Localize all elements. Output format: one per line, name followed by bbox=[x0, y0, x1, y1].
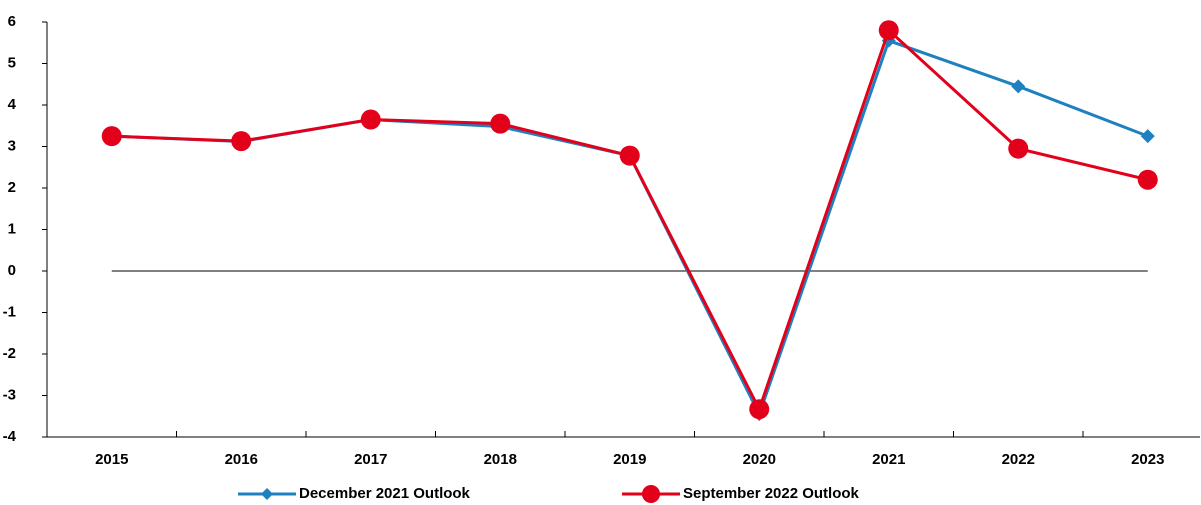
x-tick-label: 2022 bbox=[1002, 451, 1035, 468]
marker bbox=[360, 109, 381, 130]
marker bbox=[1137, 169, 1158, 190]
series-line bbox=[111, 27, 1149, 414]
y-tick-label: -4 bbox=[3, 428, 17, 445]
marker bbox=[749, 399, 770, 420]
legend-marker bbox=[642, 485, 660, 503]
y-tick-label: 3 bbox=[8, 137, 16, 154]
y-tick-label: 5 bbox=[8, 54, 16, 71]
marker bbox=[1140, 129, 1155, 144]
marker bbox=[1011, 79, 1026, 94]
y-tick-label: 1 bbox=[8, 220, 16, 237]
marker bbox=[619, 145, 640, 166]
x-tick-label: 2020 bbox=[743, 451, 776, 468]
x-tick-label: 2016 bbox=[225, 451, 258, 468]
y-tick-label: -2 bbox=[3, 345, 16, 362]
x-tick-label: 2021 bbox=[872, 451, 905, 468]
marker bbox=[1008, 138, 1029, 159]
y-tick-label: 2 bbox=[8, 179, 16, 196]
x-tick-label: 2023 bbox=[1131, 451, 1164, 468]
y-tick-label: -1 bbox=[3, 303, 16, 320]
x-tick-label: 2018 bbox=[484, 451, 517, 468]
marker bbox=[101, 126, 122, 147]
y-tick-label: 0 bbox=[8, 262, 16, 279]
legend-label: September 2022 Outlook bbox=[683, 485, 860, 502]
marker bbox=[231, 131, 252, 152]
series-line bbox=[111, 38, 1149, 419]
marker bbox=[490, 113, 511, 134]
x-tick-label: 2015 bbox=[95, 451, 128, 468]
legend-label: December 2021 Outlook bbox=[299, 485, 471, 502]
y-tick-label: 4 bbox=[8, 96, 17, 113]
y-tick-label: -3 bbox=[3, 386, 16, 403]
x-tick-label: 2017 bbox=[354, 451, 387, 468]
x-tick-label: 2019 bbox=[613, 451, 646, 468]
y-tick-label: 6 bbox=[8, 13, 16, 30]
legend-marker bbox=[261, 488, 273, 500]
marker bbox=[878, 20, 899, 41]
